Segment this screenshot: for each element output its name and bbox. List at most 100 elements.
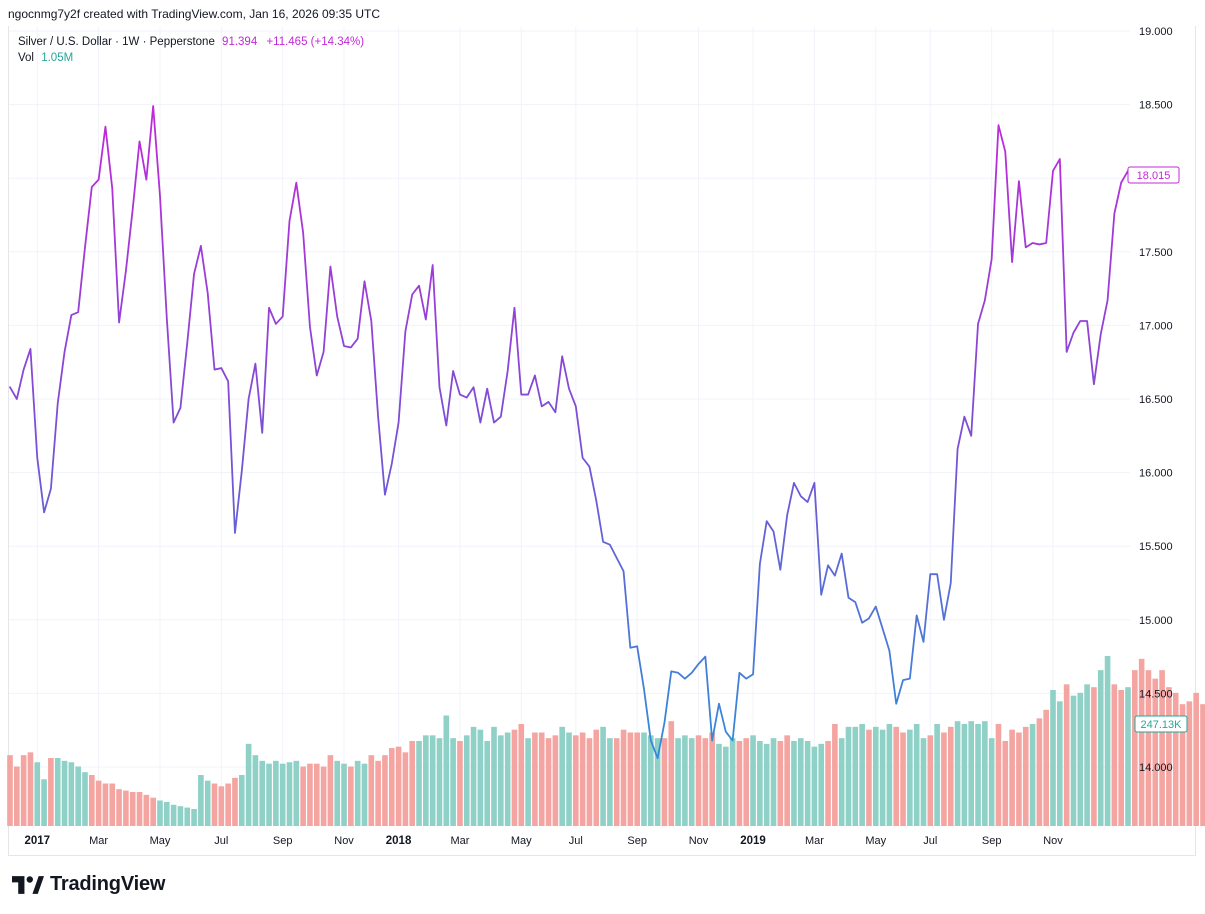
volume-bar xyxy=(641,732,647,826)
volume-bar xyxy=(34,762,41,826)
volume-bar xyxy=(184,807,191,826)
volume-bar xyxy=(300,766,306,826)
volume-bar xyxy=(211,783,218,826)
volume-bar xyxy=(600,726,606,826)
volume-bar xyxy=(586,738,593,826)
grid-lines xyxy=(9,27,1130,826)
volume-bar xyxy=(416,741,422,826)
volume-bar xyxy=(75,766,81,826)
volume-bar xyxy=(907,729,913,826)
volume-bar xyxy=(82,772,88,826)
volume-bar xyxy=(259,760,266,826)
volume-bar xyxy=(293,760,300,826)
volume-bar xyxy=(1152,678,1159,826)
volume-bar xyxy=(797,738,804,826)
volume-bar xyxy=(320,766,327,826)
volume-bar xyxy=(920,738,927,826)
volume-bar xyxy=(1091,687,1097,826)
volume-bar xyxy=(1193,692,1199,826)
volume-bar xyxy=(225,783,231,826)
volume-bar xyxy=(1084,684,1090,826)
volume-bar xyxy=(382,755,388,826)
volume-bar xyxy=(1104,656,1111,826)
volume-bar xyxy=(279,763,286,826)
volume-bar xyxy=(913,724,920,826)
volume-bar xyxy=(545,738,552,826)
volume-bar xyxy=(218,786,225,826)
volume-bar xyxy=(1200,704,1205,826)
brand-name: TradingView xyxy=(50,873,166,895)
volume-bar xyxy=(157,800,163,826)
volume-bar xyxy=(375,760,381,826)
volume-bar xyxy=(995,724,1002,826)
volume-bar xyxy=(348,766,354,826)
volume-bar xyxy=(20,755,27,826)
y-tick-label: 14.000 xyxy=(1139,762,1173,774)
volume-bar xyxy=(116,789,122,826)
volume-bar xyxy=(429,735,436,826)
volume-indicator-label[interactable]: Vol xyxy=(18,52,34,64)
volume-bars xyxy=(7,656,1205,826)
volume-bar xyxy=(1036,718,1043,826)
volume-bar xyxy=(1172,692,1179,826)
volume-bar xyxy=(361,763,368,826)
volume-bar xyxy=(14,766,20,826)
volume-bar xyxy=(722,746,729,826)
volume-bar xyxy=(504,732,511,826)
volume-bar xyxy=(1111,684,1118,826)
volume-bar xyxy=(1043,709,1050,826)
x-tick-label: Nov xyxy=(1043,835,1063,847)
x-tick-label: Jul xyxy=(923,835,937,847)
volume-bar xyxy=(123,790,129,826)
volume-bar xyxy=(1009,729,1015,826)
volume-bar xyxy=(866,729,872,826)
volume-bar xyxy=(170,804,177,826)
volume-bar xyxy=(695,735,702,826)
volume-bar xyxy=(927,735,934,826)
volume-bar xyxy=(41,779,47,826)
volume-bar xyxy=(484,741,491,826)
volume-bar xyxy=(525,738,531,826)
volume-bar xyxy=(245,743,252,826)
volume-bar xyxy=(1077,692,1084,826)
volume-bar xyxy=(191,809,197,826)
volume-bar xyxy=(763,743,770,826)
x-tick-label: Mar xyxy=(450,835,469,847)
volume-bar xyxy=(552,735,559,826)
attribution-text: ngocnmg7y2f created with TradingView.com… xyxy=(8,7,380,21)
x-tick-label: May xyxy=(865,835,886,847)
x-tick-label: Sep xyxy=(273,835,293,847)
volume-bar xyxy=(1029,724,1036,826)
volume-bar xyxy=(48,758,54,826)
y-tick-label: 15.000 xyxy=(1139,615,1173,627)
volume-bar xyxy=(613,738,620,826)
volume-bar xyxy=(68,762,75,826)
volume-bar xyxy=(266,763,272,826)
time-axis[interactable]: 2017 Mar May Jul Sep Nov 2018 Mar May Jul Sep Nov 20… xyxy=(24,835,1063,847)
x-tick-label: May xyxy=(511,835,532,847)
volume-bar xyxy=(470,726,477,826)
volume-bar xyxy=(1057,701,1063,826)
symbol-name[interactable]: Silver / U.S. Dollar · 1W · Pepperstone xyxy=(18,36,215,48)
volume-bar xyxy=(559,726,565,826)
volume-bar xyxy=(511,729,518,826)
volume-bar xyxy=(1063,684,1070,826)
y-tick-label: 17.000 xyxy=(1139,320,1173,332)
x-tick-label: Jul xyxy=(214,835,228,847)
volume-label-box xyxy=(1134,715,1188,733)
volume-bar xyxy=(579,732,586,826)
volume-bar xyxy=(423,735,429,826)
volume-bar xyxy=(968,721,975,826)
volume-bar xyxy=(709,732,715,826)
volume-bar xyxy=(109,783,116,826)
volume-bar xyxy=(27,752,34,826)
x-tick-label: Sep xyxy=(627,835,647,847)
chart-frame xyxy=(8,26,1196,856)
last-price-label: 18.015 xyxy=(1137,170,1171,182)
last-price-label-box xyxy=(1127,166,1180,184)
volume-bar xyxy=(770,738,777,826)
volume-bar xyxy=(341,763,347,826)
volume-bar xyxy=(1179,704,1186,826)
tradingview-logo[interactable]: TradingView xyxy=(12,873,165,896)
